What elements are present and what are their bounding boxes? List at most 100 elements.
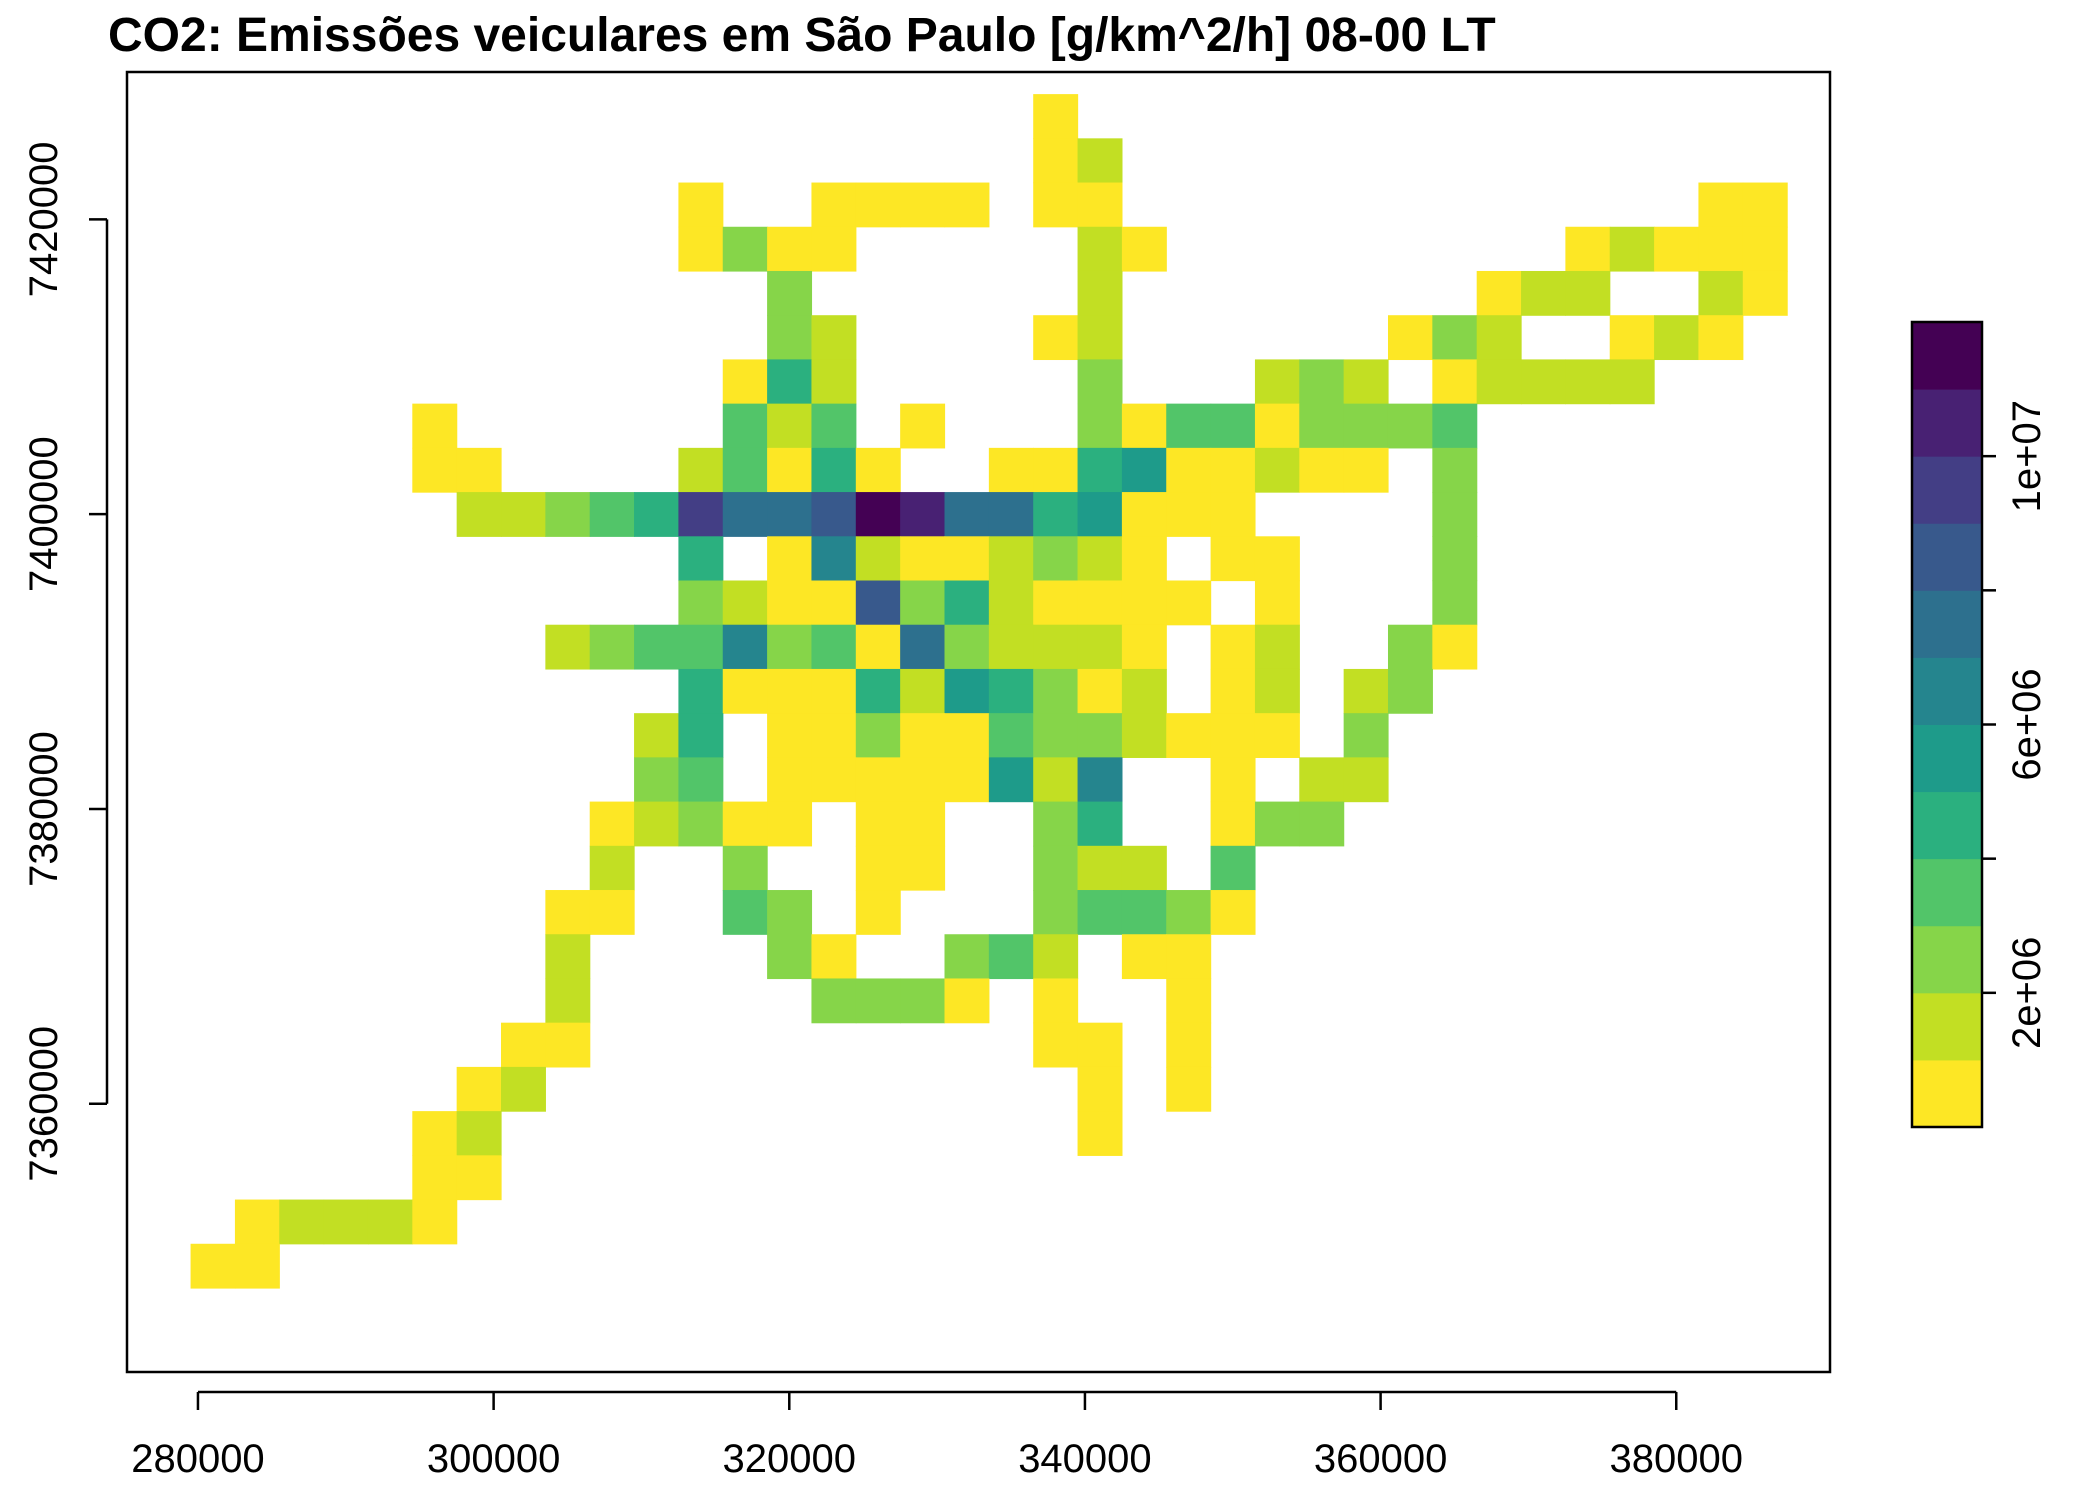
- raster-cell: [1254, 713, 1300, 758]
- raster-cell: [811, 226, 857, 272]
- raster-cell: [855, 580, 901, 626]
- raster-cell: [1033, 1022, 1079, 1068]
- raster-cell: [678, 713, 724, 758]
- raster-cell: [1254, 447, 1300, 493]
- raster-cell: [944, 668, 990, 714]
- raster-cell: [1387, 668, 1433, 714]
- raster-cell: [811, 359, 857, 405]
- raster-cell: [1121, 580, 1167, 626]
- raster-cell: [722, 447, 768, 493]
- raster-cell: [678, 492, 724, 537]
- raster-cell: [1432, 403, 1478, 449]
- raster-cell: [1654, 315, 1700, 361]
- raster-cell: [678, 182, 724, 228]
- raster-cell: [944, 182, 990, 228]
- raster-cell: [1166, 934, 1212, 980]
- raster-cell: [1121, 934, 1167, 980]
- raster-cell: [1077, 1066, 1123, 1112]
- raster-cell: [367, 1199, 413, 1245]
- legend-swatch: [1912, 657, 1982, 725]
- raster-cell: [545, 1022, 591, 1068]
- raster-cell: [1077, 403, 1123, 449]
- raster-cell: [1742, 182, 1788, 228]
- raster-cell: [811, 757, 857, 803]
- raster-cell: [900, 403, 946, 449]
- x-tick-label: 300000: [427, 1437, 560, 1481]
- raster-cell: [1077, 226, 1123, 272]
- raster-cell: [1121, 403, 1167, 449]
- raster-cell: [811, 713, 857, 758]
- raster-cell: [855, 624, 901, 670]
- raster-cell: [855, 536, 901, 582]
- raster-cell: [1742, 270, 1788, 316]
- raster-cell: [900, 668, 946, 714]
- raster-cell: [1033, 624, 1079, 670]
- raster-cell: [944, 536, 990, 582]
- raster-cell: [944, 934, 990, 980]
- raster-cell: [900, 580, 946, 626]
- raster-cell: [545, 934, 591, 980]
- raster-cell: [900, 978, 946, 1024]
- raster-cell: [811, 492, 857, 537]
- raster-cell: [855, 978, 901, 1024]
- x-tick-label: 360000: [1314, 1437, 1447, 1481]
- raster-cell: [767, 801, 813, 847]
- color-legend: 2e+06 6e+06 1e+07: [1910, 320, 2049, 1129]
- raster-cell: [767, 359, 813, 405]
- raster-cell: [855, 890, 901, 935]
- raster-cell: [1121, 845, 1167, 891]
- raster-cells: [190, 94, 1788, 1289]
- raster-cell: [1343, 447, 1389, 493]
- raster-cell: [811, 624, 857, 670]
- raster-cell: [1254, 580, 1300, 626]
- raster-cell: [1343, 757, 1389, 803]
- raster-cell: [722, 668, 768, 714]
- raster-cell: [678, 801, 724, 847]
- raster-cell: [1077, 801, 1123, 847]
- raster-cell: [1166, 1066, 1212, 1112]
- raster-cell: [1121, 713, 1167, 758]
- raster-cell: [1387, 624, 1433, 670]
- raster-cell: [722, 580, 768, 626]
- raster-cell: [589, 492, 635, 537]
- raster-cell: [190, 1243, 236, 1289]
- raster-cell: [678, 580, 724, 626]
- raster-cell: [1077, 447, 1123, 493]
- raster-cell: [1210, 624, 1256, 670]
- legend-swatch: [1912, 590, 1982, 658]
- raster-cell: [722, 226, 768, 272]
- raster-cell: [634, 492, 680, 537]
- x-tick-label: 280000: [131, 1437, 264, 1481]
- raster-cell: [1210, 713, 1256, 758]
- raster-cell: [501, 1066, 546, 1112]
- plot-frame: [125, 70, 1832, 1374]
- raster-cell: [767, 492, 813, 537]
- raster-cell: [1166, 1022, 1212, 1068]
- raster-cell: [1077, 359, 1123, 405]
- raster-cell: [234, 1199, 280, 1245]
- raster-cell: [811, 315, 857, 361]
- raster-cell: [1698, 315, 1744, 361]
- raster-cell: [722, 359, 768, 405]
- raster-cell: [1698, 226, 1744, 272]
- raster-cell: [1432, 359, 1478, 405]
- x-axis: 280000 300000 320000 340000 360000 380000: [131, 1390, 1743, 1481]
- legend-swatch: [1912, 523, 1982, 591]
- raster-cell: [1077, 668, 1123, 714]
- raster-cell: [589, 801, 635, 847]
- raster-cell: [1565, 226, 1611, 272]
- raster-cell: [589, 845, 635, 891]
- raster-cell: [1166, 580, 1212, 626]
- raster-cell: [412, 403, 458, 449]
- y-tick-label: 7420000: [22, 142, 66, 298]
- raster-cell: [944, 492, 990, 537]
- raster-cell: [279, 1199, 325, 1245]
- raster-cell: [767, 757, 813, 803]
- raster-cell: [988, 447, 1034, 493]
- raster-cell: [722, 845, 768, 891]
- raster-cell: [1254, 624, 1300, 670]
- raster-cell: [1210, 801, 1256, 847]
- raster-cell: [1077, 890, 1123, 935]
- raster-cell: [988, 713, 1034, 758]
- raster-cell: [1210, 890, 1256, 935]
